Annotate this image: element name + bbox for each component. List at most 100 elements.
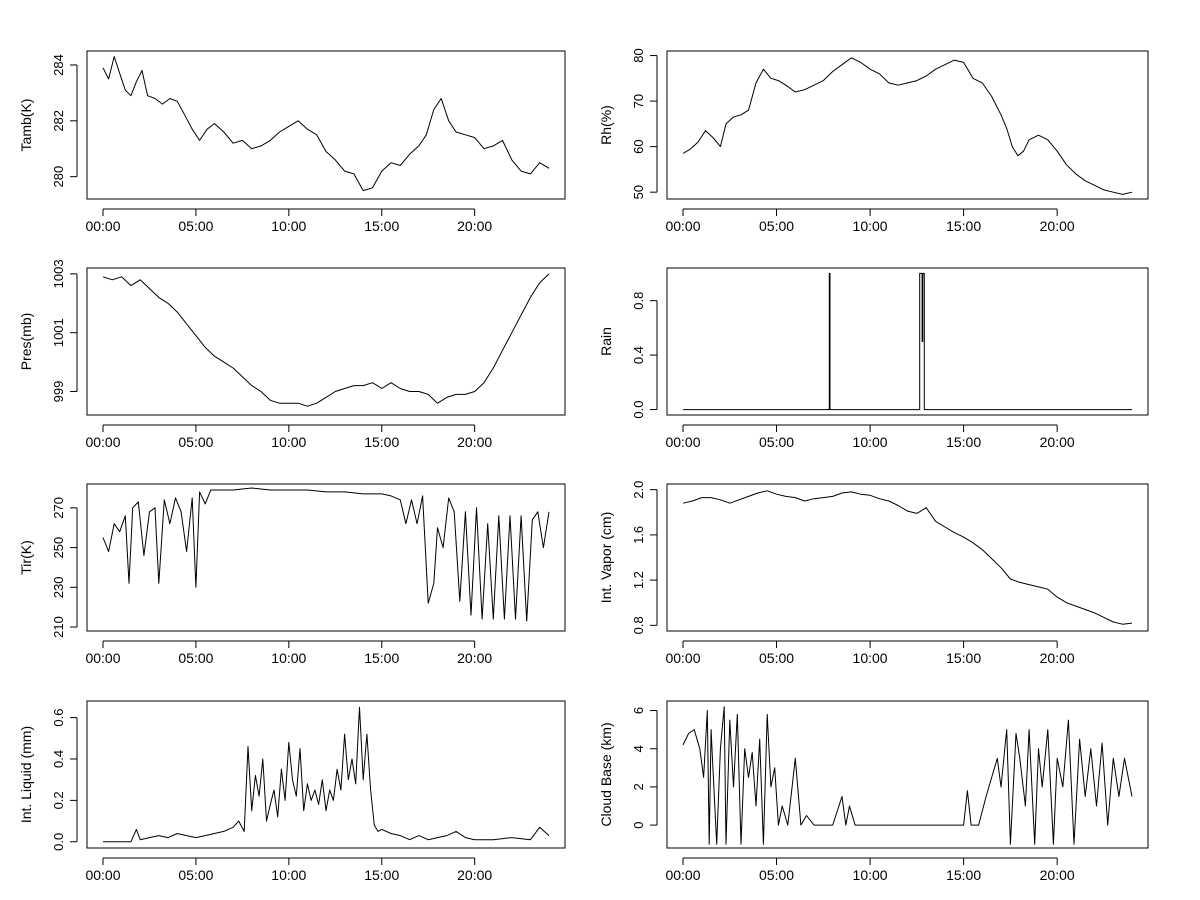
x-tick-label: 15:00: [946, 867, 981, 883]
series-line: [102, 56, 550, 192]
x-tick-label: 20:00: [457, 867, 492, 883]
y-tick-label: 70: [631, 94, 646, 108]
y-tick-label: 0.4: [631, 346, 646, 364]
x-tick-label: 05:00: [759, 650, 794, 666]
y-tick-label: 0.4: [51, 750, 66, 768]
x-tick-label: 10:00: [853, 650, 888, 666]
x-tick-label: 15:00: [946, 218, 981, 234]
y-axis-title: Int. Vapor (cm): [598, 512, 614, 604]
y-tick-label: 0.2: [51, 791, 66, 809]
x-tick-label: 15:00: [364, 218, 399, 234]
series-line: [102, 273, 550, 407]
x-tick-label: 20:00: [457, 650, 492, 666]
y-axis-title: Int. Liquid (mm): [18, 726, 34, 823]
x-tick-label: 05:00: [759, 867, 794, 883]
x-tick-label: 00:00: [665, 218, 700, 234]
plot-frame: [666, 483, 1149, 632]
y-tick-label: 1.2: [631, 571, 646, 589]
x-tick-label: 10:00: [271, 867, 306, 883]
y-axis-title: Tir(K): [18, 540, 34, 574]
series-line: [682, 490, 1133, 625]
y-axis-title: Pres(mb): [18, 313, 34, 371]
chart-panel: 00:00 05:00 10:00 15:00 20:00 0.0 0.2 0.4 0.6 Int…: [18, 700, 566, 883]
series-line: [682, 706, 1133, 845]
y-axis-title: Tamb(K): [18, 99, 34, 152]
x-tick-label: 00:00: [85, 434, 120, 450]
chart-panel: 00:00 05:00 10:00 15:00 20:00 999 1001 1003 Pres…: [18, 259, 566, 450]
plot-frame: [86, 483, 566, 632]
x-tick-label: 05:00: [759, 218, 794, 234]
y-tick-label: 230: [51, 576, 66, 598]
y-tick-label: 60: [631, 139, 646, 153]
series-line: [683, 272, 1132, 411]
plot-frame: [86, 267, 566, 416]
x-tick-label: 15:00: [364, 434, 399, 450]
y-tick-label: 0.0: [631, 401, 646, 419]
y-tick-label: 4: [631, 745, 646, 752]
x-tick-label: 15:00: [946, 434, 981, 450]
x-tick-label: 10:00: [853, 867, 888, 883]
x-tick-label: 20:00: [1040, 218, 1075, 234]
y-tick-label: 1.6: [631, 526, 646, 544]
x-tick-label: 20:00: [457, 434, 492, 450]
y-tick-label: 284: [51, 54, 66, 76]
x-tick-label: 15:00: [364, 867, 399, 883]
series-line: [103, 706, 550, 843]
x-tick-label: 05:00: [178, 650, 213, 666]
x-tick-label: 00:00: [665, 650, 700, 666]
y-axis-title: Cloud Base (km): [598, 722, 614, 826]
chart-panel: 00:00 05:00 10:00 15:00 20:00 280 282 284 Tamb(K…: [18, 50, 566, 234]
y-tick-label: 999: [51, 381, 66, 403]
chart-panel: 00:00 05:00 10:00 15:00 20:00 50 60 70 80 Rh(%): [598, 48, 1149, 234]
x-tick-label: 10:00: [271, 650, 306, 666]
x-tick-label: 00:00: [665, 867, 700, 883]
y-tick-label: 250: [51, 537, 66, 559]
series-line: [682, 57, 1133, 195]
x-tick-label: 20:00: [457, 218, 492, 234]
x-tick-label: 10:00: [271, 218, 306, 234]
x-tick-label: 10:00: [853, 434, 888, 450]
x-tick-label: 00:00: [85, 650, 120, 666]
y-tick-label: 210: [51, 616, 66, 638]
x-tick-label: 20:00: [1040, 434, 1075, 450]
chart-panel: 00:00 05:00 10:00 15:00 20:00 0.8 1.2 1.6 2.0 Int…: [598, 481, 1149, 666]
plot-frame: [666, 267, 1149, 416]
chart-panel: 00:00 05:00 10:00 15:00 20:00 210 230 250 270 Tir…: [18, 483, 566, 666]
y-tick-label: 0.6: [51, 709, 66, 727]
y-tick-label: 0.8: [631, 292, 646, 310]
chart-panel: 00:00 05:00 10:00 15:00 20:00 0.0 0.4 0.8 Rain: [598, 267, 1149, 450]
y-tick-label: 50: [631, 185, 646, 199]
y-tick-label: 1001: [51, 318, 66, 347]
y-tick-label: 280: [51, 166, 66, 188]
x-tick-label: 15:00: [364, 650, 399, 666]
y-tick-label: 270: [51, 497, 66, 519]
plot-frame: [666, 700, 1149, 849]
y-tick-label: 80: [631, 48, 646, 62]
y-tick-label: 6: [631, 707, 646, 714]
plot-frame: [86, 700, 566, 849]
y-tick-label: 2.0: [631, 481, 646, 499]
x-tick-label: 10:00: [853, 218, 888, 234]
x-tick-label: 20:00: [1040, 650, 1075, 666]
x-tick-label: 00:00: [85, 867, 120, 883]
y-tick-label: 2: [631, 783, 646, 790]
x-tick-label: 00:00: [665, 434, 700, 450]
x-tick-label: 20:00: [1040, 867, 1075, 883]
plot-frame: [86, 50, 566, 200]
y-tick-label: 0.0: [51, 833, 66, 851]
y-tick-label: 1003: [51, 259, 66, 288]
y-axis-title: Rain: [598, 327, 614, 356]
y-tick-label: 282: [51, 110, 66, 132]
y-tick-label: 0.8: [631, 616, 646, 634]
plot-frame: [666, 50, 1149, 200]
y-tick-label: 0: [631, 821, 646, 828]
x-tick-label: 00:00: [85, 218, 120, 234]
series-line: [102, 487, 550, 622]
x-tick-label: 15:00: [946, 650, 981, 666]
x-tick-label: 05:00: [178, 867, 213, 883]
chart-panel: 00:00 05:00 10:00 15:00 20:00 0 2 4 6 Cloud Base …: [598, 700, 1149, 883]
x-tick-label: 05:00: [178, 218, 213, 234]
x-tick-label: 05:00: [178, 434, 213, 450]
y-axis-title: Rh(%): [598, 105, 614, 145]
